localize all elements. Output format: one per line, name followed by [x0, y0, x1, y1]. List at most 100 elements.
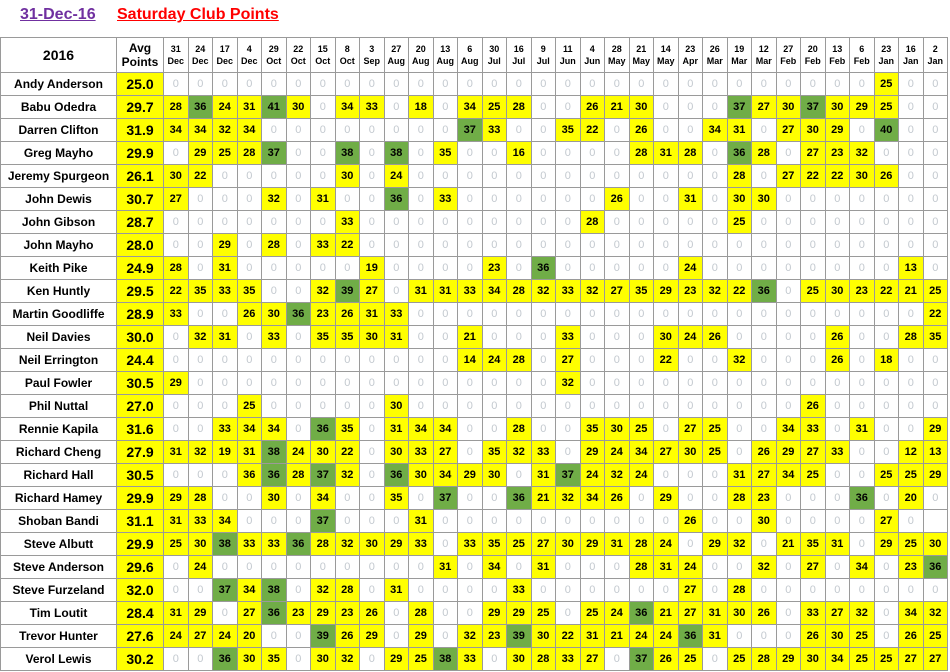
points-cell[interactable]: 31 — [212, 256, 238, 280]
points-cell[interactable]: 0 — [726, 509, 752, 533]
points-cell[interactable]: 33 — [334, 210, 360, 234]
points-cell[interactable]: 0 — [824, 210, 850, 234]
points-cell[interactable]: 18 — [408, 95, 434, 119]
points-cell[interactable]: 30 — [800, 647, 826, 671]
points-cell[interactable]: 30 — [285, 95, 311, 119]
points-cell[interactable]: 0 — [604, 394, 630, 418]
points-cell[interactable]: 0 — [457, 210, 483, 234]
points-cell[interactable]: 26 — [579, 95, 605, 119]
date-column-header[interactable]: 23 Apr — [677, 37, 703, 73]
points-cell[interactable]: 30 — [628, 95, 654, 119]
date-column-header[interactable]: 16 Jul — [506, 37, 532, 73]
points-cell[interactable]: 0 — [359, 463, 385, 487]
points-cell[interactable]: 0 — [849, 578, 875, 602]
points-cell[interactable]: 0 — [898, 302, 924, 326]
date-column-header[interactable]: 14 May — [653, 37, 679, 73]
points-cell[interactable]: 0 — [726, 624, 752, 648]
points-cell[interactable]: 0 — [824, 72, 850, 96]
points-cell[interactable]: 0 — [261, 509, 287, 533]
points-cell[interactable]: 0 — [604, 141, 630, 165]
points-cell[interactable]: 0 — [530, 72, 556, 96]
points-cell[interactable]: 30 — [506, 647, 532, 671]
points-cell[interactable]: 0 — [187, 463, 213, 487]
points-cell[interactable]: 35 — [432, 141, 458, 165]
points-cell[interactable]: 0 — [702, 647, 728, 671]
points-cell[interactable]: 0 — [702, 233, 728, 257]
points-cell[interactable]: 28 — [506, 279, 532, 303]
points-cell[interactable]: 0 — [849, 463, 875, 487]
points-cell[interactable]: 0 — [849, 210, 875, 234]
points-cell[interactable]: 29 — [922, 463, 948, 487]
points-cell[interactable]: 0 — [579, 141, 605, 165]
points-cell[interactable]: 34 — [408, 417, 434, 441]
date-column-header[interactable]: 13 Feb — [824, 37, 850, 73]
points-cell[interactable]: 0 — [506, 302, 532, 326]
points-cell[interactable]: 23 — [677, 279, 703, 303]
points-cell[interactable]: 27 — [163, 187, 189, 211]
member-name-cell[interactable]: Jeremy Spurgeon — [0, 164, 117, 188]
points-cell[interactable]: 0 — [187, 187, 213, 211]
points-cell[interactable]: 0 — [751, 417, 777, 441]
points-cell[interactable]: 0 — [726, 233, 752, 257]
points-cell[interactable]: 0 — [702, 394, 728, 418]
points-cell[interactable]: 0 — [261, 348, 287, 372]
points-cell[interactable]: 24 — [653, 624, 679, 648]
points-cell[interactable]: 26 — [604, 486, 630, 510]
points-cell[interactable]: 0 — [579, 233, 605, 257]
points-cell[interactable]: 0 — [163, 555, 189, 579]
points-cell[interactable]: 30 — [555, 532, 581, 556]
points-cell[interactable]: 0 — [800, 509, 826, 533]
points-cell[interactable]: 0 — [285, 164, 311, 188]
points-cell[interactable]: 0 — [628, 187, 654, 211]
points-cell[interactable]: 0 — [653, 187, 679, 211]
points-cell[interactable]: 26 — [824, 348, 850, 372]
points-cell[interactable]: 0 — [751, 394, 777, 418]
points-cell[interactable]: 34 — [236, 578, 262, 602]
points-cell[interactable]: 0 — [359, 72, 385, 96]
points-cell[interactable]: 0 — [212, 210, 238, 234]
member-name-cell[interactable]: Neil Davies — [0, 325, 117, 349]
points-cell[interactable]: 0 — [604, 371, 630, 395]
points-cell[interactable]: 0 — [457, 187, 483, 211]
points-cell[interactable]: 0 — [285, 233, 311, 257]
points-cell[interactable]: 0 — [873, 440, 899, 464]
points-cell[interactable]: 31 — [849, 417, 875, 441]
member-name-cell[interactable]: Rennie Kapila — [0, 417, 117, 441]
points-cell[interactable]: 25 — [506, 532, 532, 556]
points-cell[interactable]: 0 — [408, 118, 434, 142]
points-cell[interactable]: 26 — [359, 601, 385, 625]
points-cell[interactable]: 0 — [530, 578, 556, 602]
points-cell[interactable]: 0 — [334, 555, 360, 579]
points-cell[interactable]: 0 — [408, 187, 434, 211]
points-cell[interactable]: 0 — [432, 256, 458, 280]
points-cell[interactable]: 0 — [310, 256, 336, 280]
points-cell[interactable]: 0 — [775, 302, 801, 326]
points-cell[interactable]: 38 — [212, 532, 238, 556]
points-cell[interactable]: 0 — [873, 555, 899, 579]
points-cell[interactable]: 25 — [579, 601, 605, 625]
points-cell[interactable]: 0 — [334, 371, 360, 395]
points-cell[interactable]: 0 — [555, 233, 581, 257]
points-cell[interactable]: 29 — [163, 371, 189, 395]
points-cell[interactable]: 35 — [555, 118, 581, 142]
points-cell[interactable]: 0 — [212, 302, 238, 326]
points-cell[interactable]: 0 — [457, 371, 483, 395]
points-cell[interactable]: 0 — [775, 210, 801, 234]
points-cell[interactable]: 28 — [628, 532, 654, 556]
points-cell[interactable]: 14 — [457, 348, 483, 372]
points-cell[interactable]: 34 — [481, 555, 507, 579]
points-cell[interactable]: 27 — [604, 279, 630, 303]
points-cell[interactable]: 0 — [628, 233, 654, 257]
points-cell[interactable]: 37 — [800, 95, 826, 119]
points-cell[interactable]: 32 — [849, 601, 875, 625]
points-cell[interactable]: 0 — [285, 256, 311, 280]
points-cell[interactable]: 0 — [359, 210, 385, 234]
points-cell[interactable]: 0 — [579, 578, 605, 602]
points-cell[interactable]: 0 — [653, 95, 679, 119]
points-cell[interactable]: 0 — [555, 302, 581, 326]
points-cell[interactable]: 36 — [285, 302, 311, 326]
points-cell[interactable]: 34 — [212, 509, 238, 533]
points-cell[interactable]: 31 — [310, 187, 336, 211]
points-cell[interactable]: 0 — [212, 371, 238, 395]
points-cell[interactable]: 0 — [898, 509, 924, 533]
